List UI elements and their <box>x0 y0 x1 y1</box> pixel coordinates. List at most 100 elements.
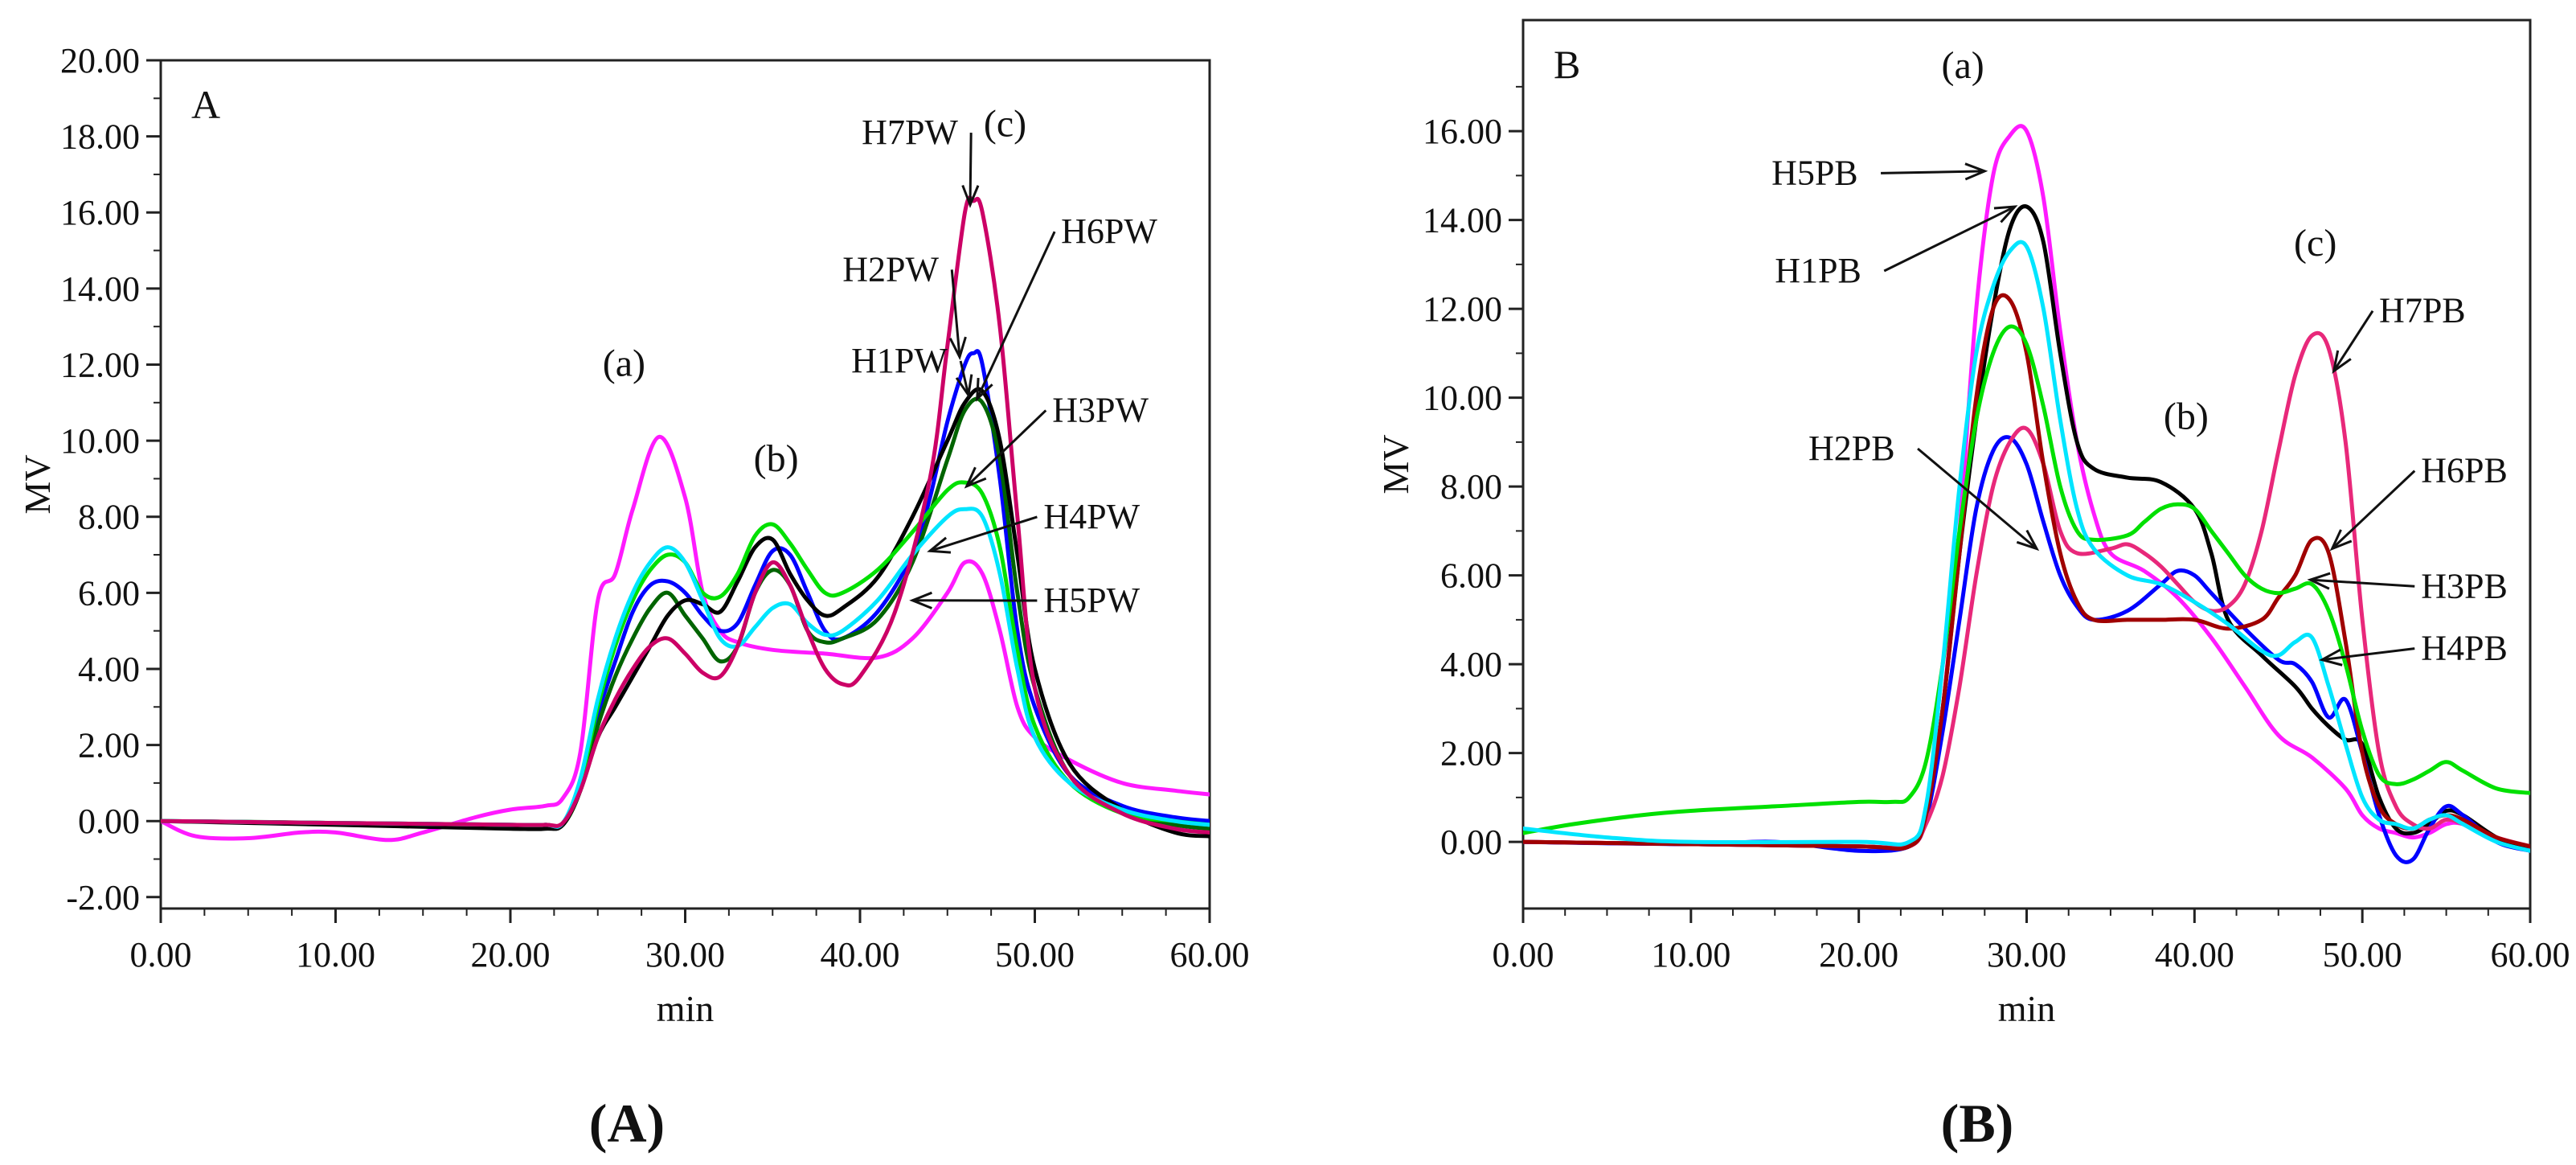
x-axis-title: min <box>1998 988 2056 1029</box>
panel-letter: A <box>191 82 220 127</box>
y-tick-label: 8.00 <box>78 498 140 537</box>
series-line-h5pw <box>161 195 1210 835</box>
series-annotation-label: H6PB <box>2421 451 2508 490</box>
x-tick-label: 30.00 <box>645 935 725 974</box>
annotation-arrowhead <box>1964 162 1988 181</box>
annotation-arrowhead <box>1993 205 2018 224</box>
series-line-h4pb <box>1523 240 2530 853</box>
y-tick-label: 8.00 <box>1440 467 1502 507</box>
y-tick-label: -2.00 <box>66 878 140 917</box>
series-annotation-label: H1PW <box>851 341 948 380</box>
panel-caption: (A) <box>589 1093 665 1154</box>
x-tick-label: 40.00 <box>821 935 900 974</box>
peak-label: (b) <box>754 437 799 480</box>
x-tick-label: 50.00 <box>2323 935 2402 974</box>
annotation-arrowhead <box>976 378 993 402</box>
annotation-arrowhead <box>961 184 980 208</box>
y-tick-label: 4.00 <box>1440 645 1502 684</box>
series-annotation-label: H5PB <box>1771 153 1858 192</box>
y-tick-label: 2.00 <box>1440 734 1502 773</box>
plot-frame <box>159 59 1211 910</box>
annotation-arrow-line <box>965 409 1047 487</box>
annotation-arrow-line <box>2321 647 2415 662</box>
series-group <box>1523 124 2530 864</box>
series-line-h7pw <box>161 434 1210 843</box>
annotation-arrowhead <box>909 591 932 609</box>
x-axis-title: min <box>657 988 715 1029</box>
series-annotation-label: H7PW <box>862 113 958 152</box>
annotation-arrowhead <box>2332 350 2352 374</box>
x-tick-label: 40.00 <box>2155 935 2234 974</box>
annotation-arrow-line <box>2332 310 2374 372</box>
series-line-h4pw <box>161 507 1210 829</box>
series-annotation-label: H2PW <box>842 249 939 289</box>
annotation-arrowhead <box>927 536 952 554</box>
chart-panel-b: 0.00 10.00 20.00 30.00 40.00 50.00 60.00 0.00 2.… <box>1375 18 2570 1154</box>
x-tick-label: 20.00 <box>1819 935 1898 974</box>
annotation-arrow-line <box>969 133 973 205</box>
y-tick-label: 10.00 <box>60 421 140 461</box>
y-axis-title: MV <box>17 454 58 514</box>
y-tick-label: 0.00 <box>1440 822 1502 862</box>
annotation-arrow-line <box>2331 470 2416 550</box>
annotation-arrow-line <box>1917 447 2037 550</box>
panel-letter: B <box>1554 42 1580 87</box>
y-tick-label: 16.00 <box>60 193 140 232</box>
y-tick-label: 14.00 <box>1423 201 1502 240</box>
annotation-arrow-line <box>2310 578 2415 588</box>
series-annotation-label: H2PB <box>1808 429 1895 468</box>
annotation-arrow-line <box>950 269 961 358</box>
y-tick-label: 10.00 <box>1423 379 1502 418</box>
x-tick-label: 30.00 <box>1987 935 2066 974</box>
series-line-h3pb <box>1523 324 2530 835</box>
annotation-arrowhead <box>2329 529 2353 552</box>
x-tick-label: 0.00 <box>1493 935 1554 974</box>
y-tick-label: 0.00 <box>78 802 140 841</box>
x-tick-label: 60.00 <box>1170 935 1250 974</box>
annotation-arrow-line <box>929 515 1038 552</box>
annotation-arrowhead <box>2307 572 2331 590</box>
peak-label: (c) <box>984 103 1026 146</box>
annotation-arrowhead <box>948 336 967 361</box>
peak-label: (b) <box>2164 395 2209 437</box>
y-tick-label: 12.00 <box>60 345 140 384</box>
annotation-arrowhead <box>2016 529 2040 552</box>
series-annotation-label: H3PW <box>1052 390 1149 429</box>
y-tick-label: 2.00 <box>78 726 140 765</box>
peak-label: (c) <box>2294 222 2336 265</box>
panel-caption: (B) <box>1941 1093 2014 1154</box>
y-tick-label: 4.00 <box>78 650 140 689</box>
series-annotation-label: H5PW <box>1043 580 1140 620</box>
annotation-arrow-line <box>1881 170 1985 174</box>
y-tick-label: 6.00 <box>1440 556 1502 596</box>
y-tick-label: 20.00 <box>60 41 140 80</box>
y-tick-label: 14.00 <box>60 269 140 309</box>
x-tick-label: 60.00 <box>2491 935 2570 974</box>
annotation-arrow-line <box>959 360 970 396</box>
series-line-h7pb <box>1523 330 2530 851</box>
annotation-arrow-line <box>976 231 1056 400</box>
series-group <box>161 195 1210 843</box>
x-tick-label: 50.00 <box>995 935 1075 974</box>
y-tick-label: 6.00 <box>78 573 140 613</box>
x-tick-label: 0.00 <box>130 935 192 974</box>
series-annotation-label: H1PB <box>1775 251 1861 290</box>
series-annotation-label: H3PB <box>2421 566 2508 605</box>
y-tick-label: 12.00 <box>1423 289 1502 329</box>
annotation-arrow-line <box>1883 205 2016 273</box>
series-annotation-label: H7PB <box>2379 291 2466 330</box>
y-axis-title: MV <box>1375 434 1416 494</box>
series-line-h6pb <box>1523 293 2530 851</box>
annotation-arrowhead <box>955 374 973 399</box>
x-tick-label: 10.00 <box>296 935 375 974</box>
annotation-arrowhead <box>964 466 987 489</box>
annotation-arrowhead <box>2319 648 2343 667</box>
series-annotation-label: H6PW <box>1061 211 1157 251</box>
x-tick-label: 20.00 <box>471 935 551 974</box>
series-annotation-label: H4PB <box>2421 629 2508 668</box>
series-annotation-label: H4PW <box>1043 497 1140 536</box>
x-tick-label: 10.00 <box>1651 935 1730 974</box>
y-tick-label: 16.00 <box>1423 112 1502 151</box>
chart-panel-a: 0.00 10.00 20.00 30.00 40.00 50.00 60.00 -2.00 0… <box>17 41 1250 1154</box>
